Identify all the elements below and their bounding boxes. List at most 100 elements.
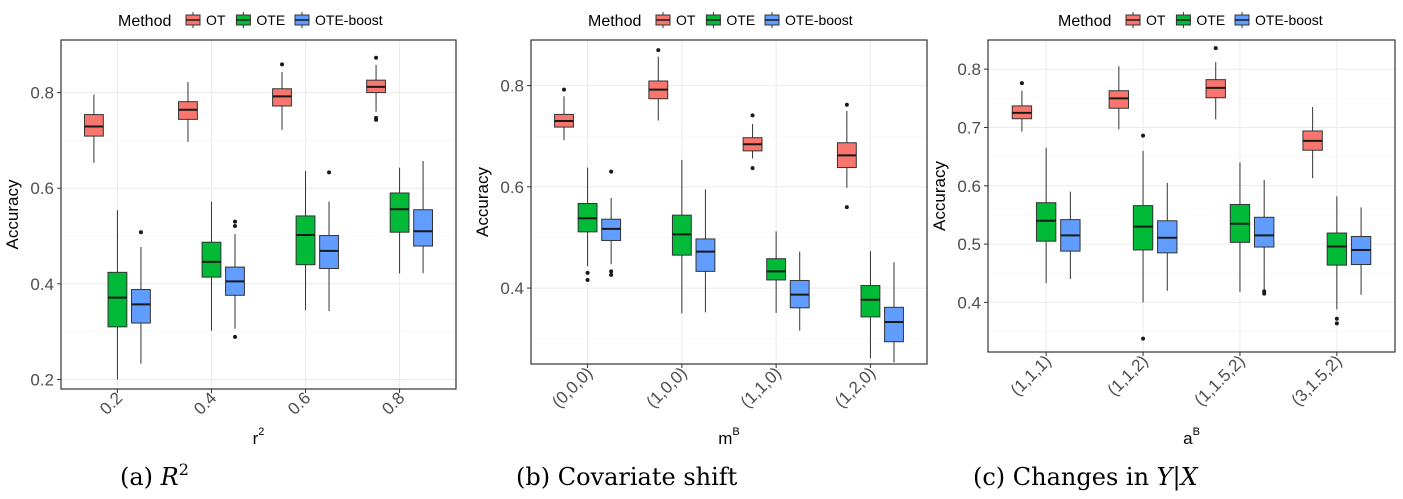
legend-key-ote-boost: [1234, 12, 1250, 28]
x-axis-title-base: r: [253, 429, 259, 448]
outlier-point: [609, 169, 614, 174]
box-body: [860, 285, 881, 318]
chart-panel-2: 0.4 0.6 0.8 (0,0,0) (1,0,0) (1,1,0) (1,2,0) Acc…: [473, 12, 928, 491]
box-body: [1132, 205, 1154, 251]
outlier-point: [1019, 81, 1024, 86]
box-ote-3: [1229, 162, 1251, 292]
box-body: [884, 306, 904, 343]
box-ot-4: [1302, 107, 1323, 179]
y-tick-label: 0.4: [500, 279, 524, 298]
legend: Method OT OTE OTE-boost: [118, 12, 383, 30]
caption-text: (a): [120, 463, 161, 491]
legend-label: OTE: [256, 12, 285, 28]
box-ot-1: [84, 94, 104, 163]
box-ote-boost-1: [1060, 191, 1081, 280]
outlier-point: [585, 270, 590, 275]
y-axis-title: Accuracy: [3, 179, 22, 249]
y-tick-label: 0.8: [500, 77, 524, 96]
legend-key-ote: [705, 12, 721, 28]
box-ote-boost-3: [1253, 179, 1275, 296]
x-axis-title: aB: [1183, 426, 1200, 448]
box-body: [695, 238, 716, 272]
panel-border: [530, 39, 928, 365]
legend-key-ote: [235, 12, 251, 28]
box-ot-3: [742, 113, 763, 171]
outlier-point: [1141, 336, 1146, 341]
y-tick-label: 0.4: [30, 275, 54, 294]
caption-text: (c) Changes in: [973, 463, 1157, 491]
outlier-point: [656, 48, 661, 53]
outlier-point: [609, 272, 614, 277]
y-tick-label: 0.7: [957, 118, 981, 137]
outlier-point: [750, 166, 755, 171]
x-axis-title: r2: [253, 426, 265, 448]
legend-label: OTE-boost: [1255, 12, 1323, 28]
outlier-point: [280, 62, 285, 67]
chart-panel-3: 0.4 0.5 0.6 0.7 0.8 (1,1,1) (1,1,2) (1,1.5,2) (3…: [930, 12, 1396, 492]
box-body: [389, 192, 410, 233]
box-body: [1253, 216, 1275, 248]
legend-label: OT: [206, 12, 226, 28]
box-ote-1: [577, 167, 598, 282]
outlier-point: [1334, 316, 1339, 321]
x-tick-label: 0.6: [284, 388, 314, 418]
box-body: [131, 289, 151, 324]
box-body: [1035, 202, 1057, 242]
legend-key-ote-boost: [294, 12, 310, 28]
subfigure-caption: (c) Changes in Y|X: [973, 463, 1199, 492]
caption-math: R: [160, 463, 179, 491]
x-tick-label: (0,0,0): [548, 363, 596, 411]
caption-math: Y|X: [1157, 463, 1199, 492]
legend-title: Method: [118, 13, 171, 30]
y-tick-label: 0.8: [30, 84, 54, 103]
x-tick-label: (1,2,0): [831, 363, 879, 411]
chart-panel-1: 0.20.40.60.80.2 0.4 0.6 0.8Accuracyr2Method…: [3, 12, 457, 491]
legend-key-ot: [655, 12, 671, 28]
box-ote-3: [295, 170, 316, 311]
x-axis-title-base: m: [718, 429, 732, 448]
legend: Method OT OTE OTE-boost: [1058, 12, 1323, 30]
x-axis-title: mB: [718, 426, 740, 448]
legend-key-ote: [1175, 12, 1191, 28]
box-body: [319, 235, 339, 270]
outlier-point: [374, 117, 379, 122]
box-ot-3: [272, 62, 292, 130]
box-ot-2: [648, 48, 669, 121]
box-ote-boost-1: [131, 230, 151, 364]
box-ote-3: [766, 231, 787, 313]
outlier-point: [844, 102, 849, 107]
y-tick-label: 0.6: [500, 178, 524, 197]
subfigure-caption: (b) Covariate shift: [516, 463, 738, 491]
box-ote-4: [860, 251, 881, 359]
box-ot-4: [836, 102, 857, 210]
y-axis-title: Accuracy: [473, 167, 492, 237]
box-ote-boost-4: [413, 160, 433, 274]
box-ote-4: [389, 167, 410, 274]
legend-label: OTE-boost: [785, 12, 853, 28]
outlier-point: [327, 170, 332, 175]
x-tick-label: (1,1,1): [1007, 351, 1055, 399]
box-body: [766, 258, 787, 281]
box-ote-2: [671, 159, 692, 314]
x-tick-label: (3,1.5,2): [1287, 351, 1345, 409]
y-tick-label: 0.5: [957, 235, 981, 254]
y-tick-label: 0.2: [30, 370, 54, 389]
x-tick-label: (1,0,0): [643, 363, 691, 411]
box-body: [1326, 232, 1348, 266]
outlier-point: [1141, 133, 1146, 138]
legend-label: OT: [1146, 12, 1166, 28]
box-body: [1108, 90, 1130, 109]
box-ote-2: [201, 201, 222, 331]
box-ote-boost-2: [695, 189, 716, 313]
outlier-point: [232, 334, 237, 339]
legend-key-ot: [185, 12, 201, 28]
box-ote-boost-4: [884, 262, 904, 363]
legend-label: OT: [676, 12, 696, 28]
x-tick-label: 0.2: [96, 388, 126, 418]
outlier-point: [1262, 291, 1267, 296]
legend-label: OTE: [726, 12, 755, 28]
x-tick-label: (1,1,0): [737, 363, 785, 411]
outlier-point: [609, 269, 614, 274]
box-ote-boost-2: [1157, 182, 1178, 291]
legend-key-ot: [1125, 12, 1141, 28]
